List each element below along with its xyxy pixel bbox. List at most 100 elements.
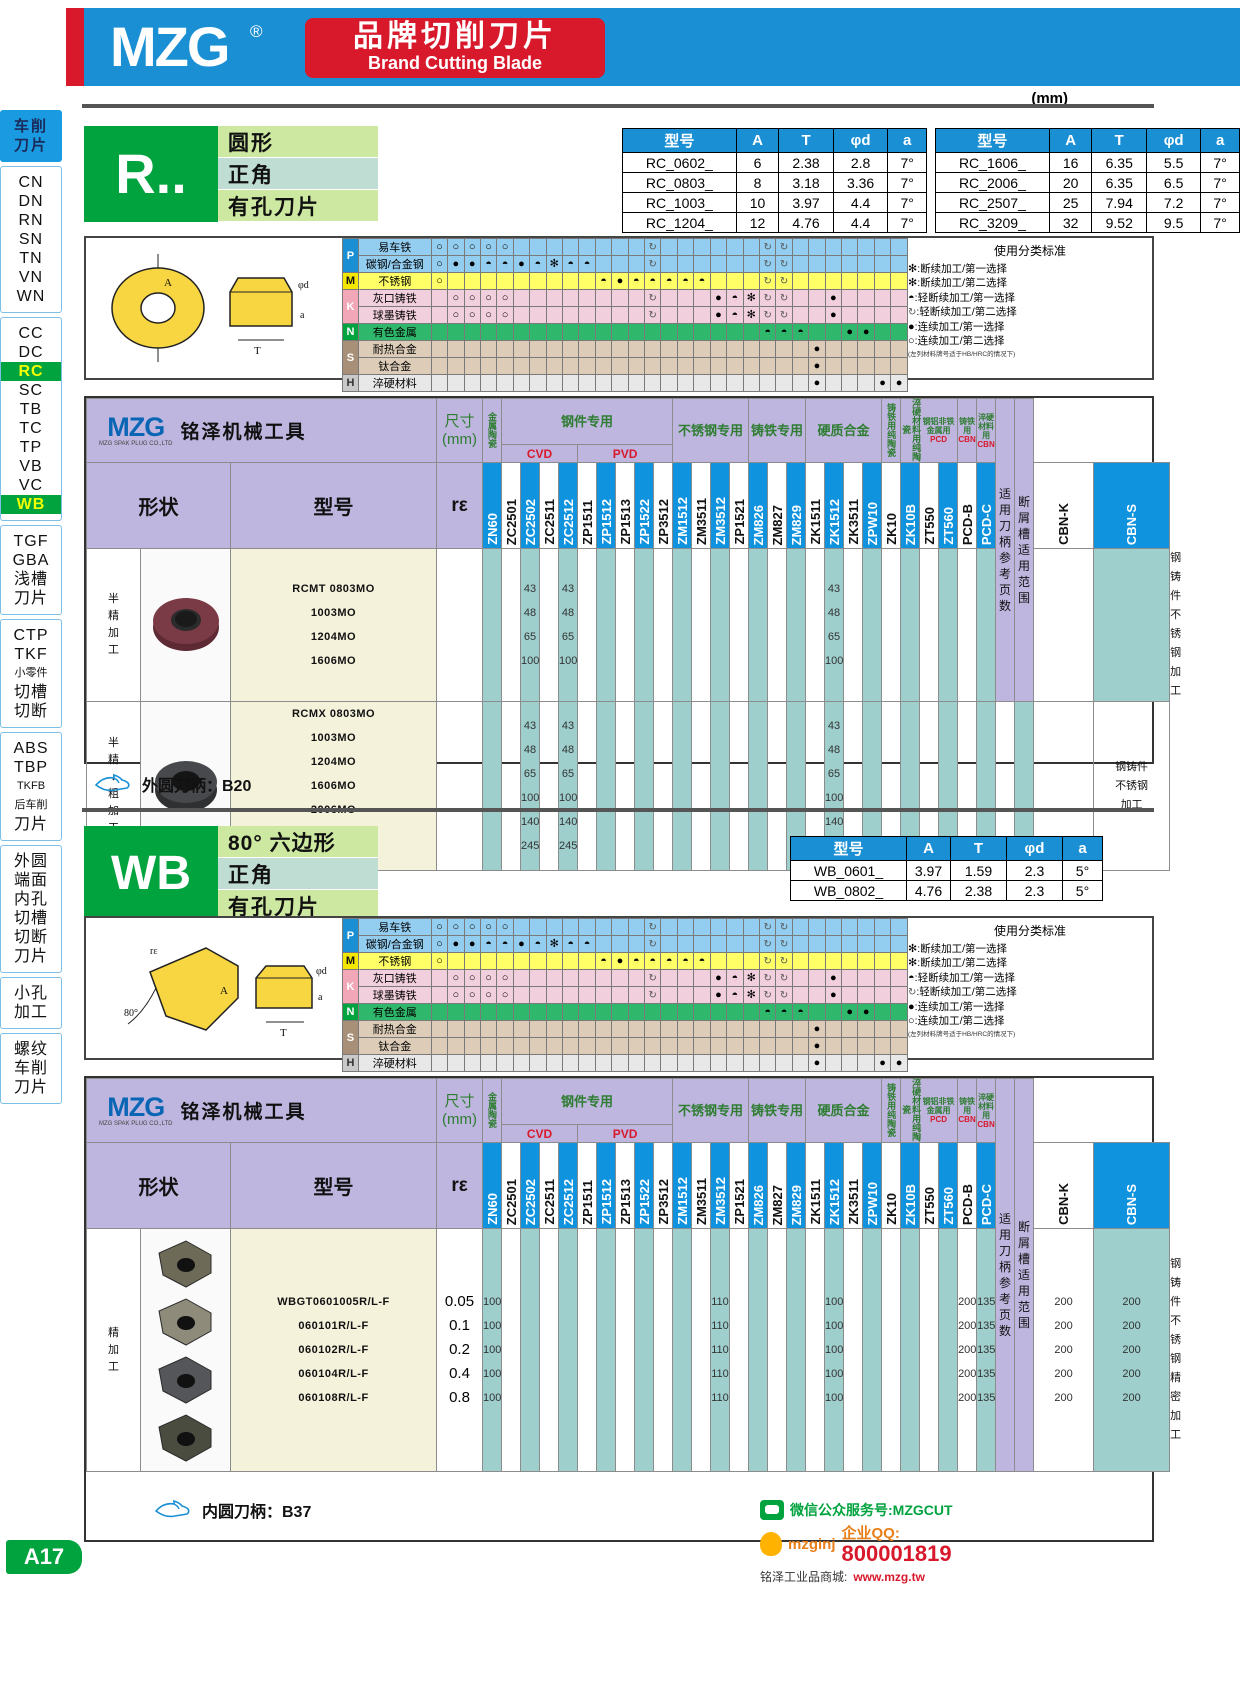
sidebar-item-小零件[interactable]: 小零件 bbox=[14, 667, 48, 679]
dim-rc-right-cell: RC_2507_ bbox=[935, 192, 1050, 213]
ptbl-rc-category-5: 铸铁用纯陶瓷 bbox=[881, 398, 902, 463]
sidebar-item-RN[interactable]: RN bbox=[18, 212, 44, 229]
sidebar-item-切槽[interactable]: 切槽 bbox=[13, 684, 48, 701]
matrix-rc-cell: ○ bbox=[463, 306, 481, 324]
sidebar-group-turning-inserts[interactable]: 车削 刀片 bbox=[0, 110, 62, 162]
matrix-wb-cell bbox=[611, 1003, 629, 1021]
sidebar-item-VN[interactable]: VN bbox=[18, 269, 44, 286]
matrix-wb-row-钛合金: 钛合金 ● bbox=[343, 1037, 908, 1055]
sidebar-item-后车削[interactable]: 后车削 bbox=[14, 799, 48, 811]
sidebar-item-切断[interactable]: 切断 bbox=[13, 929, 48, 946]
ptbl-rc-subcategory-row: CVD PVD bbox=[87, 444, 1170, 463]
sidebar-item-刀片[interactable]: 刀片 bbox=[13, 1079, 48, 1096]
sidebar-group-grooving-shallow[interactable]: TGF GBA 浅槽刀片 bbox=[0, 525, 62, 615]
wechat-icon bbox=[760, 1500, 784, 1520]
sidebar-item-TBP[interactable]: TBP bbox=[13, 759, 49, 776]
sidebar-item-DC[interactable]: DC bbox=[18, 344, 44, 361]
sidebar-item-VC[interactable]: VC bbox=[18, 477, 44, 494]
matrix-wb-cell bbox=[742, 935, 760, 953]
matrix-wb-cell bbox=[693, 1020, 711, 1038]
sidebar-item-TGF[interactable]: TGF bbox=[13, 533, 49, 550]
sidebar-item-DN[interactable]: DN bbox=[18, 193, 44, 210]
matrix-wb-cell bbox=[660, 1054, 678, 1072]
circle-open-icon: ○ bbox=[501, 309, 509, 321]
matrix-rc-cell bbox=[545, 340, 564, 358]
sidebar-item-GBA[interactable]: GBA bbox=[12, 552, 50, 569]
matrix-wb-cell: ↻ bbox=[644, 918, 662, 936]
sidebar-item-WN[interactable]: WN bbox=[16, 288, 46, 305]
matrix-rc-cell: ◓ bbox=[726, 306, 744, 324]
matrix-rc-cell bbox=[791, 306, 810, 324]
matrix-wb-cell bbox=[479, 1054, 498, 1072]
ptbl-wb-value-ZM3512: 110 110 110 110 110 bbox=[710, 1228, 731, 1472]
circle-open-icon: ○ bbox=[501, 241, 509, 253]
sidebar-group-negative-inserts[interactable]: CN DN RN SN TN VN WN bbox=[0, 166, 62, 313]
sidebar-item-切断[interactable]: 切断 bbox=[13, 703, 48, 720]
sidebar-item-螺纹[interactable]: 螺纹 bbox=[13, 1041, 48, 1058]
matrix-wb-cell bbox=[660, 986, 678, 1004]
sidebar-group-positive-inserts[interactable]: CC DC RC SC TB TC TP VB VC WB bbox=[0, 317, 62, 521]
sidebar-item-TKF[interactable]: TKF bbox=[14, 646, 48, 663]
sidebar-group-back-turning[interactable]: ABS TBP TKFB 后车削刀片 bbox=[0, 732, 62, 841]
sidebar-item-VB[interactable]: VB bbox=[19, 458, 43, 475]
matrix-wb-group-N: N bbox=[342, 1003, 359, 1021]
sidebar-item-外圆[interactable]: 外圆 bbox=[13, 853, 48, 870]
sidebar-item-小孔[interactable]: 小孔 bbox=[13, 985, 48, 1002]
sidebar-item-RC[interactable]: RC bbox=[1, 362, 61, 381]
ptbl-rc-re-cell bbox=[436, 548, 484, 702]
ptbl-rc-grade-label: ZM3511 bbox=[693, 498, 709, 545]
matrix-wb-group-H: H bbox=[342, 1054, 359, 1072]
sidebar-item-TN[interactable]: TN bbox=[19, 250, 43, 267]
sidebar-group-small-hole[interactable]: 小孔 加工 bbox=[0, 977, 62, 1029]
matrix-wb-cell bbox=[512, 1003, 531, 1021]
sidebar-nav[interactable]: 车削 刀片 CN DN RN SN TN VN WN CC DC RC SC TB TC TP VB VC WB TG… bbox=[0, 110, 62, 1108]
circle-filled-icon: ● bbox=[862, 326, 870, 338]
matrix-rc-cell: ↻ bbox=[758, 289, 777, 307]
arc-icon: ↻ bbox=[763, 990, 772, 1001]
sidebar-item-TP[interactable]: TP bbox=[19, 439, 43, 456]
sidebar-item-TB[interactable]: TB bbox=[19, 401, 43, 418]
sidebar-item-切槽[interactable]: 切槽 bbox=[13, 910, 48, 927]
sidebar-group-threading[interactable]: 螺纹 车削 刀片 bbox=[0, 1033, 62, 1104]
sidebar-item-CN[interactable]: CN bbox=[18, 174, 44, 191]
dim-rc-left-row: RC_1003_ 10 3.97 4.4 7° bbox=[622, 192, 927, 213]
sidebar-item-TC[interactable]: TC bbox=[19, 420, 43, 437]
sidebar-item-内孔[interactable]: 内孔 bbox=[13, 891, 48, 908]
sidebar-item-车削[interactable]: 车削 bbox=[13, 118, 48, 135]
matrix-rc-cell: ↻ bbox=[758, 238, 777, 256]
matrix-wb-cell bbox=[857, 918, 875, 936]
matrix-wb-cell bbox=[742, 1003, 760, 1021]
matrix-rc-cell bbox=[890, 289, 908, 307]
sidebar-item-ABS[interactable]: ABS bbox=[13, 740, 49, 757]
matrix-wb-cell bbox=[693, 1003, 711, 1021]
arc-icon: ↻ bbox=[648, 990, 657, 1001]
ptbl-rc-value-ZM826 bbox=[748, 548, 769, 702]
sidebar-item-加工[interactable]: 加工 bbox=[13, 1004, 48, 1021]
sidebar-group-small-part-grooving[interactable]: CTP TKF 小零件切槽切断 bbox=[0, 619, 62, 728]
star-filled-icon: ✻ bbox=[549, 938, 559, 950]
matrix-wb-cell bbox=[627, 1037, 646, 1055]
sidebar-item-SN[interactable]: SN bbox=[18, 231, 44, 248]
matrix-rc-cell: ↻ bbox=[644, 289, 662, 307]
matrix-rc-cell: ◓ bbox=[479, 255, 498, 273]
matrix-rc-cell bbox=[693, 238, 711, 256]
sidebar-item-刀片[interactable]: 刀片 bbox=[13, 948, 48, 965]
sidebar-item-刀片[interactable]: 刀片 bbox=[13, 590, 48, 607]
sidebar-item-车削[interactable]: 车削 bbox=[13, 1060, 48, 1077]
circle-half-icon: ◓ bbox=[665, 275, 673, 287]
sidebar-item-SC[interactable]: SC bbox=[18, 382, 44, 399]
sidebar-group-od-face-bore-grooving[interactable]: 外圆端面内孔切槽切断刀片 bbox=[0, 845, 62, 973]
sidebar-item-浅槽[interactable]: 浅槽 bbox=[13, 571, 48, 588]
sidebar-item-端面[interactable]: 端面 bbox=[13, 872, 48, 889]
sidebar-item-CC[interactable]: CC bbox=[18, 325, 44, 342]
ptbl-wb-value-ZK10B bbox=[900, 1228, 921, 1472]
sidebar-item-刀片[interactable]: 刀片 bbox=[13, 137, 48, 154]
ptbl-rc-grade-label: CBN-S bbox=[1124, 503, 1140, 545]
sidebar-item-CTP[interactable]: CTP bbox=[13, 627, 49, 644]
circle-half-icon: ◓ bbox=[665, 955, 673, 967]
sidebar-item-刀片[interactable]: 刀片 bbox=[13, 816, 48, 833]
matrix-rc-cell bbox=[611, 289, 629, 307]
legend-wb-item-continuous-second: ○:连续加工/第二选择 bbox=[908, 1014, 1152, 1029]
sidebar-item-WB[interactable]: WB bbox=[1, 495, 61, 514]
sidebar-item-TKFB[interactable]: TKFB bbox=[16, 780, 46, 792]
